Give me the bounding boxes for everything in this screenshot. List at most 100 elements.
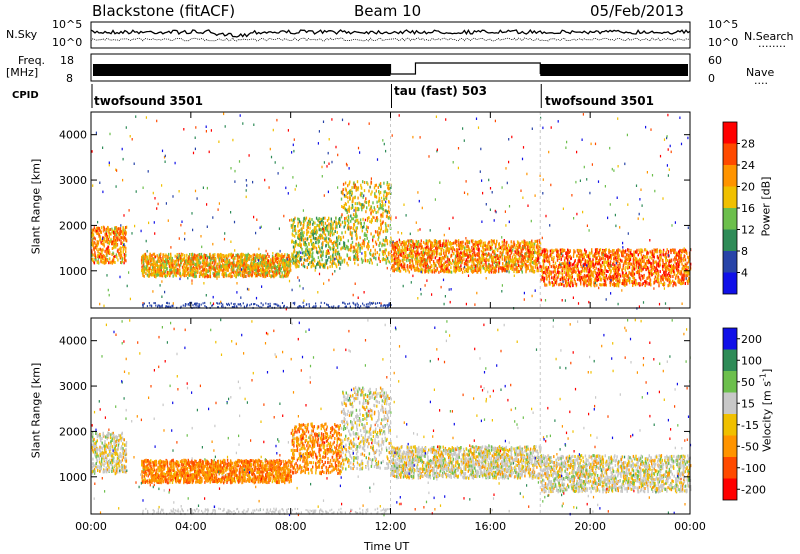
power-cell — [147, 262, 149, 266]
power-cell — [317, 239, 320, 243]
power-cell — [468, 241, 471, 245]
power-cell — [263, 261, 265, 265]
power-cell — [450, 270, 453, 274]
power-cell — [212, 254, 214, 257]
power-cell — [186, 253, 188, 257]
nsearch-label: N.Search — [744, 30, 794, 43]
power-cell — [363, 244, 365, 248]
power-cell — [117, 232, 120, 236]
power-cell — [467, 259, 469, 263]
power-cell — [227, 268, 229, 272]
power-cell — [222, 273, 225, 277]
power-cell — [262, 273, 264, 277]
power-cell — [319, 265, 321, 269]
power-cell — [218, 254, 220, 258]
nsky-label: N.Sky — [6, 28, 38, 41]
power-cell — [369, 220, 371, 224]
power-cell — [482, 249, 485, 253]
power-cell — [183, 256, 186, 259]
power-cell — [356, 253, 359, 257]
power-cell — [385, 191, 388, 195]
power-cell — [531, 239, 533, 243]
power-cell — [288, 257, 291, 261]
power-cell — [530, 255, 532, 258]
power-cell — [342, 235, 345, 239]
power-cell — [279, 262, 281, 265]
power-cell — [93, 261, 96, 265]
power-cell — [379, 219, 382, 223]
power-cell — [199, 271, 201, 275]
power-cell — [172, 264, 174, 268]
power-cell — [179, 256, 182, 260]
power-cell — [99, 228, 101, 232]
power-cell — [219, 263, 221, 267]
power-cell — [426, 245, 428, 249]
freq-panel — [90, 53, 691, 82]
power-cell — [192, 253, 194, 257]
power-cell — [187, 268, 189, 272]
power-cell — [123, 231, 125, 235]
power-cell — [360, 191, 362, 195]
power-cell — [327, 232, 330, 236]
power-cell — [104, 256, 106, 260]
power-cell — [365, 253, 367, 257]
power-cell — [521, 247, 524, 251]
power-cell — [100, 226, 103, 230]
power-cell — [161, 265, 163, 269]
power-cell — [432, 255, 434, 259]
power-cell — [414, 269, 416, 272]
power-cell — [214, 267, 217, 271]
power-cell — [171, 266, 173, 270]
power-cell — [461, 261, 463, 265]
power-cell — [194, 272, 197, 276]
power-cell — [183, 270, 185, 274]
power-cell — [190, 258, 192, 262]
power-cell — [182, 263, 185, 267]
power-cell — [114, 238, 117, 242]
power-cell — [384, 209, 386, 213]
power-cell — [380, 205, 382, 209]
power-cell — [266, 256, 268, 260]
power-cell — [338, 242, 341, 246]
power-cell — [344, 217, 346, 220]
power-cell — [200, 273, 203, 277]
power-cell — [111, 247, 114, 250]
power-cell — [206, 260, 208, 264]
power-cell — [358, 221, 360, 225]
power-cell — [239, 256, 242, 260]
power-cell — [239, 266, 242, 270]
power-cell — [118, 247, 121, 251]
power-cell — [378, 235, 380, 239]
power-cell — [267, 262, 269, 266]
power-cell — [505, 251, 507, 255]
power-cell — [368, 245, 370, 249]
power-cell — [351, 236, 353, 240]
power-cell — [343, 244, 346, 248]
power-cell — [275, 260, 278, 264]
power-cell — [271, 266, 273, 270]
power-cell — [235, 271, 237, 275]
power-cell — [315, 226, 317, 229]
power-cell — [195, 270, 197, 274]
power-cell — [209, 268, 212, 272]
power-cell — [397, 248, 399, 252]
power-cell — [151, 263, 153, 266]
power-cell — [342, 188, 344, 192]
power-cell — [315, 246, 318, 250]
power-cell — [351, 203, 354, 207]
power-cell — [329, 260, 331, 264]
power-cell — [148, 274, 151, 278]
power-cell — [107, 250, 109, 254]
power-cell — [124, 258, 126, 261]
power-cell — [532, 261, 534, 265]
power-cell — [467, 255, 469, 259]
power-cell — [382, 214, 384, 218]
power-cell — [345, 208, 347, 212]
power-cell — [297, 255, 299, 259]
power-cell — [513, 243, 516, 247]
power-cell — [365, 201, 367, 204]
power-cell — [409, 243, 411, 247]
power-cell — [300, 234, 302, 238]
power-cell — [312, 233, 314, 237]
power-cell — [122, 233, 124, 237]
